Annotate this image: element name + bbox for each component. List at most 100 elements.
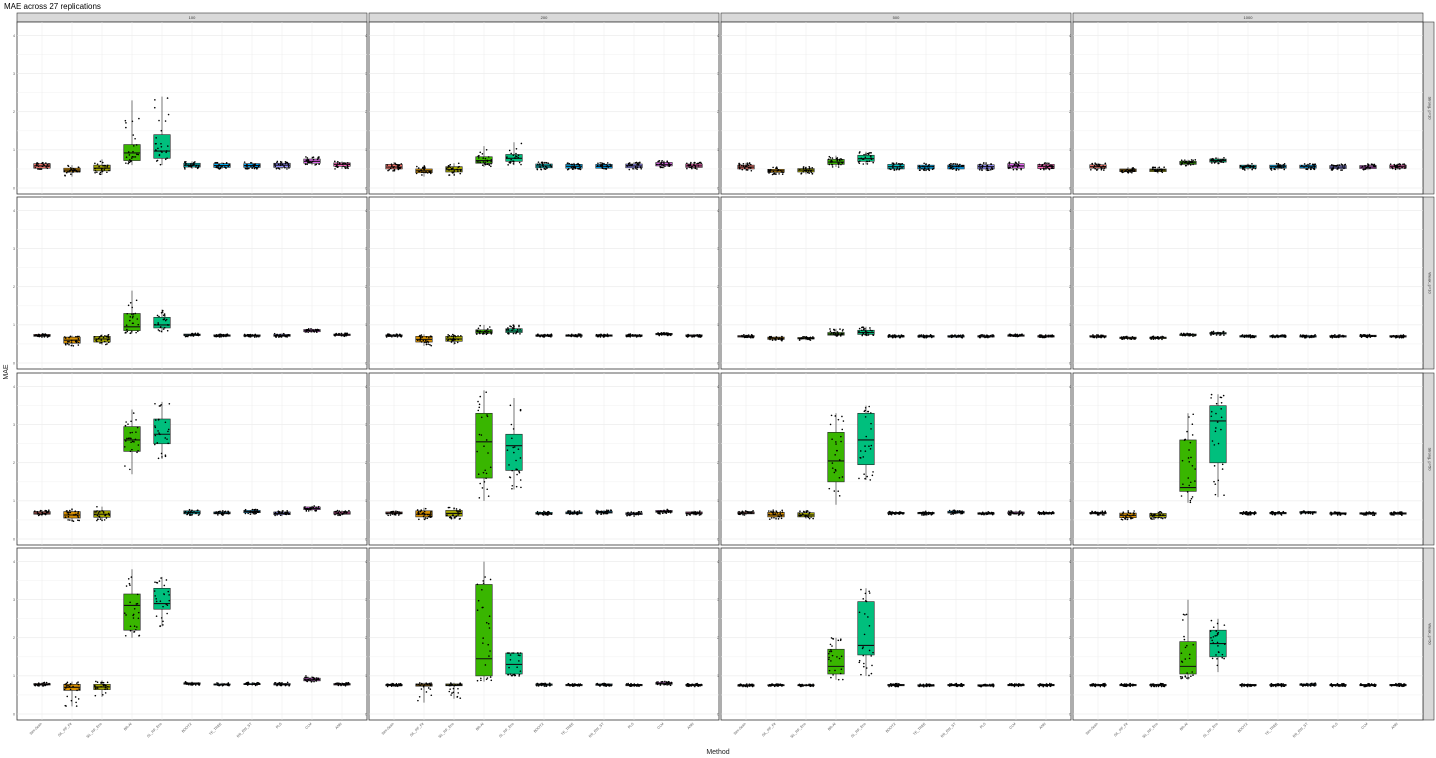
- data-point: [1276, 334, 1279, 337]
- data-point: [426, 340, 429, 343]
- y-tick-label: 3: [717, 72, 719, 76]
- data-point: [1192, 413, 1195, 416]
- data-point: [1039, 512, 1041, 514]
- data-point: [311, 676, 313, 679]
- data-point: [544, 511, 546, 513]
- data-point: [663, 161, 665, 163]
- data-point: [1046, 166, 1049, 168]
- data-point: [135, 419, 137, 421]
- data-point: [578, 510, 581, 512]
- data-point: [932, 335, 934, 337]
- data-point: [579, 168, 582, 171]
- x-tick-label: BOOTX: [181, 721, 193, 733]
- data-point: [1219, 396, 1222, 399]
- data-point: [194, 166, 197, 168]
- data-point: [164, 421, 167, 424]
- data-point: [1309, 167, 1312, 169]
- data-point: [744, 166, 746, 169]
- data-point: [1152, 338, 1155, 341]
- data-point: [981, 166, 984, 169]
- data-point: [1336, 335, 1339, 338]
- data-point: [1241, 167, 1244, 169]
- data-point: [958, 509, 961, 512]
- box-iqr: [1209, 405, 1227, 464]
- data-point: [1239, 165, 1242, 167]
- data-point: [221, 511, 224, 514]
- data-point: [421, 171, 423, 173]
- data-point: [106, 343, 108, 345]
- data-point: [1190, 161, 1192, 164]
- data-point: [1019, 512, 1022, 515]
- data-point: [218, 164, 221, 166]
- data-point: [769, 168, 772, 171]
- x-tick-label: Sim-Scan: [381, 722, 395, 736]
- data-point: [517, 154, 520, 157]
- data-point: [1094, 168, 1096, 170]
- data-point: [805, 337, 808, 340]
- data-point: [808, 165, 811, 168]
- data-point: [94, 685, 96, 688]
- y-tick-label: 3: [13, 72, 15, 76]
- data-point: [1052, 512, 1055, 515]
- data-point: [513, 325, 515, 328]
- data-point: [305, 676, 308, 679]
- data-point: [1330, 164, 1333, 166]
- data-point: [1189, 164, 1192, 166]
- data-point: [1125, 337, 1128, 339]
- data-point: [580, 336, 582, 338]
- data-point: [1104, 162, 1107, 165]
- data-point: [317, 329, 320, 331]
- data-point: [391, 510, 394, 513]
- data-point: [1100, 334, 1102, 336]
- data-point: [746, 163, 749, 166]
- data-point: [137, 617, 140, 620]
- data-point: [1191, 434, 1194, 436]
- data-point: [627, 334, 630, 337]
- data-point: [387, 335, 390, 337]
- data-point: [457, 170, 459, 172]
- data-point: [305, 679, 307, 682]
- data-point: [282, 683, 285, 685]
- data-point: [66, 681, 69, 684]
- data-point: [1188, 162, 1191, 165]
- data-point: [1009, 514, 1011, 516]
- data-point: [1181, 459, 1184, 462]
- data-point: [420, 341, 423, 343]
- data-point: [153, 590, 156, 592]
- data-point: [166, 329, 169, 332]
- data-point: [95, 339, 97, 342]
- data-point: [979, 512, 982, 515]
- data-point: [1018, 513, 1021, 516]
- data-point: [36, 512, 39, 514]
- data-point: [305, 510, 308, 512]
- data-point: [1334, 164, 1336, 167]
- data-point: [609, 163, 611, 166]
- data-point: [97, 337, 100, 340]
- data-point: [44, 684, 46, 687]
- data-point: [483, 445, 485, 447]
- x-tick-label: CLM: [305, 722, 313, 730]
- data-point: [549, 335, 551, 338]
- data-point: [157, 329, 160, 331]
- data-point: [277, 167, 279, 170]
- data-point: [1241, 513, 1244, 516]
- data-point: [448, 506, 451, 509]
- data-point: [771, 511, 773, 514]
- data-point: [1366, 336, 1369, 339]
- data-point: [1216, 332, 1219, 334]
- data-point: [392, 334, 395, 336]
- data-point: [799, 514, 802, 517]
- data-point: [337, 160, 339, 163]
- data-point: [40, 168, 42, 171]
- data-point: [769, 338, 771, 341]
- data-point: [1192, 163, 1194, 166]
- data-point: [747, 164, 750, 167]
- data-point: [1097, 334, 1099, 336]
- data-point: [742, 513, 744, 516]
- data-point: [694, 334, 697, 337]
- data-point: [924, 510, 927, 513]
- data-point: [131, 155, 134, 158]
- data-point: [344, 334, 347, 336]
- facet-strip-col-label: 500: [893, 15, 900, 20]
- data-point: [490, 165, 492, 168]
